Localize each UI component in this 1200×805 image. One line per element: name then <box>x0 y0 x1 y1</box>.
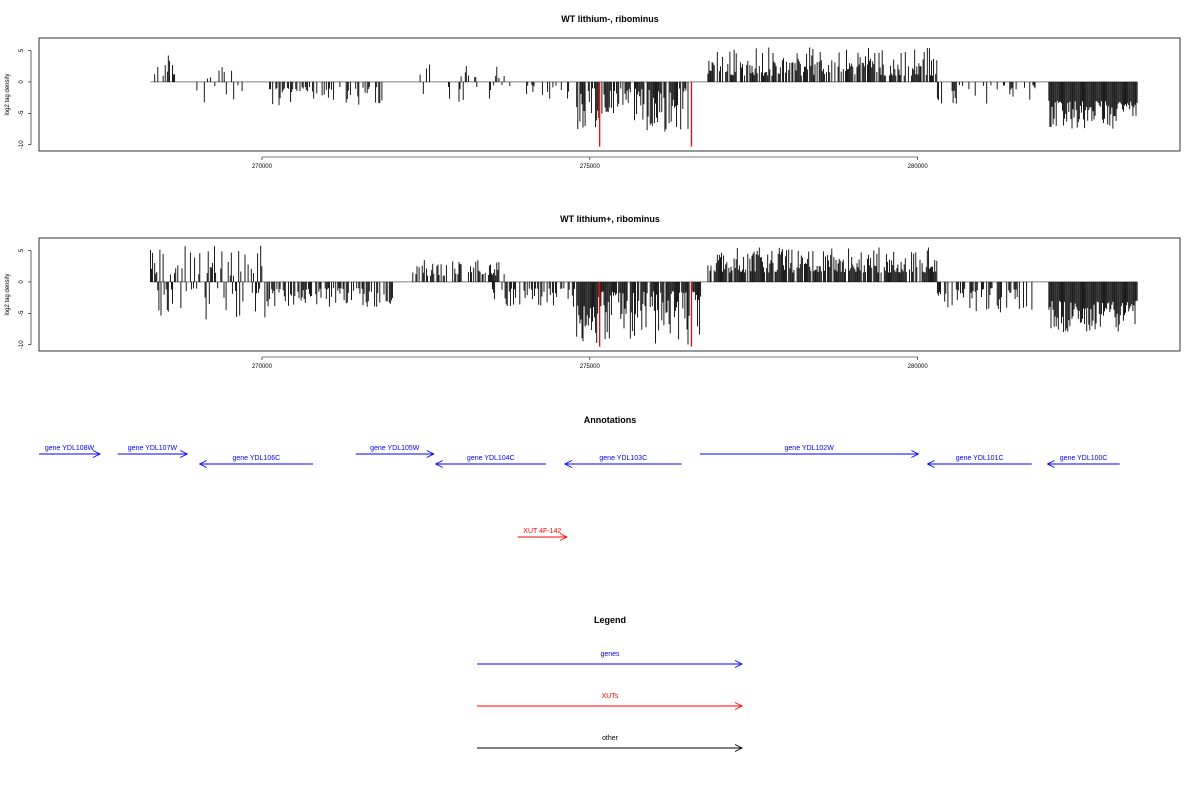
y-axis-label: log2 tag density <box>5 273 11 315</box>
annotation-arrowhead <box>563 460 573 468</box>
annotation-label: gene YDL103C <box>599 455 647 462</box>
legend-arrowhead <box>734 744 744 752</box>
annotation-arrowhead <box>198 460 207 468</box>
annotation-gene-ydl101c: gene YDL101C <box>926 455 1032 468</box>
legend-item-genes: genes <box>477 651 744 668</box>
x-tick-label: 280000 <box>908 364 929 370</box>
x-tick-label: 270000 <box>252 364 273 370</box>
density-bars <box>150 245 1138 345</box>
y-tick-label: 5 <box>19 48 25 52</box>
annotation-label: gene YDL101C <box>956 455 1004 462</box>
panel-lithium-plus: WT lithium+, ribominus 5 0 -5 -10 log2 tag de… <box>5 214 1181 370</box>
legend-label: genes <box>600 651 620 658</box>
annotation-label: gene YDL100C <box>1060 455 1108 462</box>
y-axis-label: log2 tag density <box>5 73 11 115</box>
annotation-gene-ydl108w: gene YDL108W <box>39 445 101 458</box>
annotation-gene-ydl107w: gene YDL107W <box>117 445 189 458</box>
legend-arrowhead <box>734 660 744 668</box>
annotation-label: gene YDL106C <box>233 455 281 462</box>
annotation-gene-ydl102w: gene YDL102W <box>699 445 920 458</box>
annotation-label: XUT 4F-142 <box>523 528 561 535</box>
x-tick-label: 275000 <box>580 364 601 370</box>
annotation-arrowhead <box>559 533 568 541</box>
legend-title: Legend <box>594 615 626 625</box>
annotation-gene-ydl100c: gene YDL100C <box>1046 455 1120 468</box>
y-tick-label: -5 <box>19 310 25 316</box>
annotation-gene-ydl105w: gene YDL105W <box>355 445 435 458</box>
y-tick-label: 0 <box>19 80 25 84</box>
annotation-arrowhead <box>1046 460 1055 468</box>
plot-frame <box>38 37 1181 152</box>
annotation-arrowhead <box>434 460 443 468</box>
plot-frame <box>38 237 1181 352</box>
panel-title: WT lithium-, ribominus <box>561 14 659 24</box>
annotation-gene-ydl103c: gene YDL103C <box>563 455 682 468</box>
x-tick-label: 270000 <box>252 164 273 170</box>
annotation-arrowhead <box>926 460 935 468</box>
annotation-label: gene YDL107W <box>128 445 178 452</box>
density-bars <box>154 47 1138 132</box>
legend-label: other <box>602 735 619 742</box>
legend-item-xuts: XUTs <box>477 693 744 710</box>
panel-title: WT lithium+, ribominus <box>560 214 660 224</box>
annotation-label: gene YDL108W <box>45 445 95 452</box>
legend: Legend genes XUTs other <box>477 615 744 752</box>
panel-lithium-minus: WT lithium-, ribominus 5 0 -5 -10 log2 tag de… <box>5 14 1181 170</box>
legend-arrowhead <box>734 702 744 710</box>
y-tick-label: -5 <box>19 110 25 116</box>
y-tick-label: -10 <box>19 140 25 149</box>
y-tick-label: 5 <box>19 248 25 252</box>
annotations-track: Annotations gene YDL108W gene YDL107W gene … <box>39 415 1120 541</box>
y-tick-label: 0 <box>19 280 25 284</box>
x-tick-label: 280000 <box>908 164 929 170</box>
legend-label: XUTs <box>602 693 619 700</box>
annotation-arrowhead <box>426 450 435 458</box>
annotations-title: Annotations <box>584 415 637 425</box>
annotation-label: gene YDL105W <box>370 445 420 452</box>
x-tick-label: 275000 <box>580 164 601 170</box>
annotation-arrowhead <box>911 450 920 458</box>
annotation-gene-ydl106c: gene YDL106C <box>198 455 314 468</box>
annotation-arrowhead <box>179 450 189 458</box>
annotation-arrowhead <box>92 450 101 458</box>
annotation-xut-4f-142: XUT 4F-142 <box>517 528 568 541</box>
annotation-gene-ydl104c: gene YDL104C <box>434 455 546 468</box>
legend-item-other: other <box>477 735 744 752</box>
y-tick-label: -10 <box>19 340 25 349</box>
annotation-label: gene YDL102W <box>785 445 835 452</box>
annotation-label: gene YDL104C <box>467 455 515 462</box>
